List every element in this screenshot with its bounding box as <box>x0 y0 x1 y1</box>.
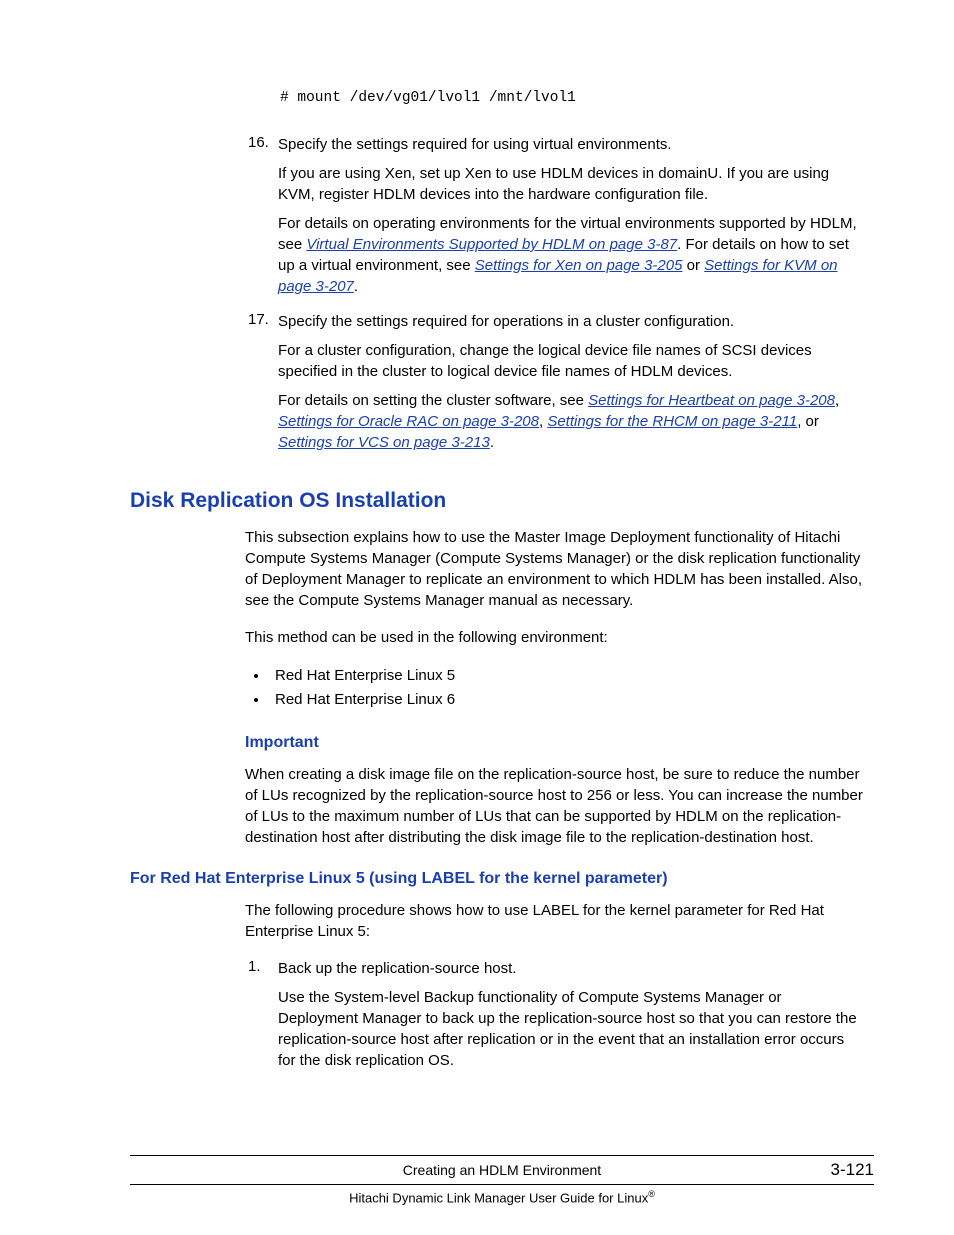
list-number: 17. <box>130 311 278 461</box>
paragraph: This method can be used in the following… <box>245 627 874 648</box>
footer-guide-title: Hitachi Dynamic Link Manager User Guide … <box>349 1190 648 1205</box>
body-text-block: This subsection explains how to use the … <box>245 527 874 848</box>
list-item-17: 17. Specify the settings required for op… <box>130 311 874 461</box>
registered-mark: ® <box>648 1189 655 1199</box>
footer-chapter: Creating an HDLM Environment <box>190 1162 814 1178</box>
text: or <box>682 257 704 274</box>
text: . <box>490 434 494 451</box>
list-body: Specify the settings required for operat… <box>278 311 874 461</box>
body-text-block: The following procedure shows how to use… <box>245 900 874 942</box>
code-block: # mount /dev/vg01/lvol1 /mnt/lvol1 <box>280 90 874 106</box>
xref-link[interactable]: Settings for Xen on page 3-205 <box>475 257 683 274</box>
footer-row-1: Creating an HDLM Environment 3-121 <box>130 1155 874 1180</box>
subsection-heading: For Red Hat Enterprise Linux 5 (using LA… <box>130 870 874 888</box>
paragraph: For details on operating environments fo… <box>278 213 864 297</box>
paragraph: Use the System-level Backup functionalit… <box>278 987 864 1071</box>
text: , or <box>797 413 819 430</box>
list-item: Red Hat Enterprise Linux 6 <box>269 688 874 712</box>
document-page: # mount /dev/vg01/lvol1 /mnt/lvol1 16. S… <box>0 0 954 1235</box>
xref-link[interactable]: Settings for VCS on page 3-213 <box>278 434 490 451</box>
list-item: Red Hat Enterprise Linux 5 <box>269 664 874 688</box>
paragraph: The following procedure shows how to use… <box>245 900 874 942</box>
section-heading: Disk Replication OS Installation <box>130 489 874 513</box>
paragraph: Specify the settings required for using … <box>278 134 864 155</box>
paragraph: Specify the settings required for operat… <box>278 311 864 332</box>
text: For details on setting the cluster softw… <box>278 392 588 409</box>
xref-link[interactable]: Virtual Environments Supported by HDLM o… <box>306 236 677 253</box>
list-number: 16. <box>130 134 278 305</box>
list-item-16: 16. Specify the settings required for us… <box>130 134 874 305</box>
text: . <box>354 278 358 295</box>
list-body: Back up the replication-source host. Use… <box>278 958 874 1079</box>
paragraph: For details on setting the cluster softw… <box>278 390 864 453</box>
page-footer: Creating an HDLM Environment 3-121 Hitac… <box>130 1155 874 1205</box>
paragraph: Back up the replication-source host. <box>278 958 864 979</box>
list-body: Specify the settings required for using … <box>278 134 874 305</box>
text: , <box>835 392 839 409</box>
footer-page-number: 3-121 <box>814 1160 874 1180</box>
xref-link[interactable]: Settings for the RHCM on page 3-211 <box>547 413 797 430</box>
paragraph: If you are using Xen, set up Xen to use … <box>278 163 864 205</box>
xref-link[interactable]: Settings for Heartbeat on page 3-208 <box>588 392 835 409</box>
important-heading: Important <box>245 732 874 754</box>
paragraph: When creating a disk image file on the r… <box>245 764 874 848</box>
list-number: 1. <box>130 958 278 1079</box>
paragraph: For a cluster configuration, change the … <box>278 340 864 382</box>
paragraph: This subsection explains how to use the … <box>245 527 874 611</box>
footer-row-2: Hitachi Dynamic Link Manager User Guide … <box>130 1184 874 1205</box>
xref-link[interactable]: Settings for Oracle RAC on page 3-208 <box>278 413 539 430</box>
environment-list: Red Hat Enterprise Linux 5 Red Hat Enter… <box>245 664 874 712</box>
list-item-1: 1. Back up the replication-source host. … <box>130 958 874 1079</box>
